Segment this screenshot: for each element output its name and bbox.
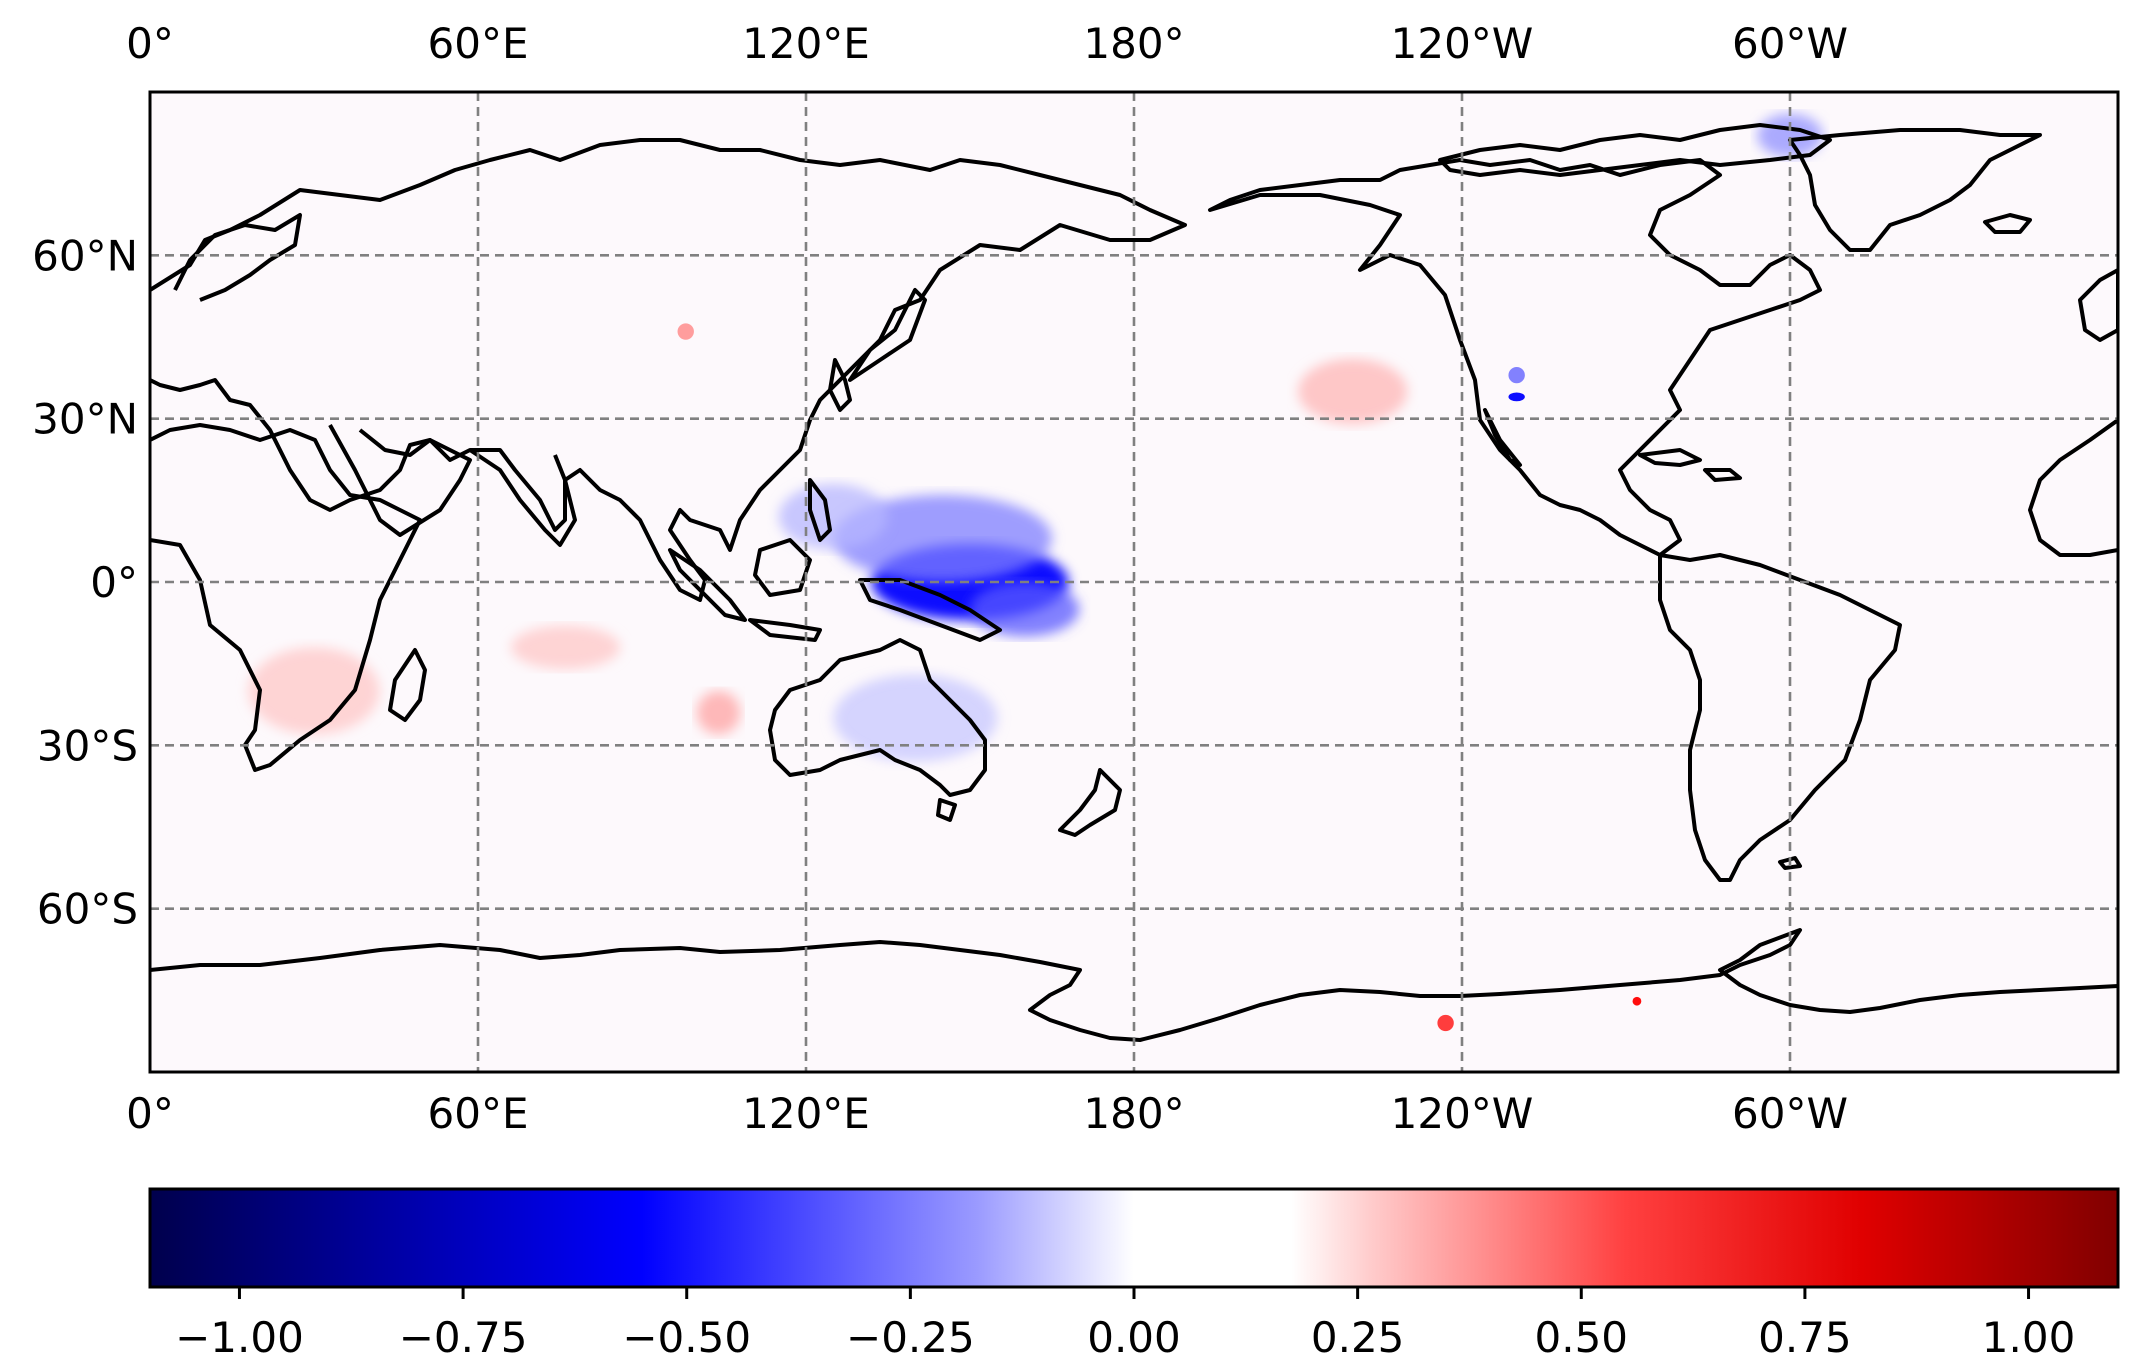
- lon-tick-label-bottom: 60°W: [1732, 1089, 1848, 1138]
- colorbar-tick-label: −0.75: [399, 1313, 528, 1362]
- colorbar-tick-label: −1.00: [175, 1313, 304, 1362]
- coastline-sumatra: [668, 548, 747, 622]
- coastline-baja: [1483, 408, 1522, 467]
- colorbar-tick-label: 1.00: [1982, 1313, 2076, 1362]
- coastline-cuba: [1638, 448, 1702, 467]
- anomaly-patch: [248, 647, 380, 735]
- coastline-south-america: [1658, 553, 1902, 882]
- lon-labels-top: 0° 60°E 120°E 180° 120°W 60°W: [126, 19, 1848, 68]
- map-panel: [148, 90, 2120, 1074]
- anomaly-patch: [969, 582, 1080, 637]
- anomaly-patch: [1437, 1014, 1454, 1032]
- coastline-scandinavia: [173, 213, 302, 302]
- anomaly-patch: [696, 690, 741, 735]
- coastlines: [150, 123, 2118, 1042]
- coastline-africa-west: [2028, 418, 2118, 557]
- lon-tick-label-top: 60°E: [428, 19, 529, 68]
- lon-tick-label-bottom: 60°E: [428, 1089, 529, 1138]
- coastline-eurasia: [150, 138, 1187, 602]
- colorbar: −1.00 −0.75 −0.50 −0.25 0.00 0.25 0.50 0.75 1.00: [148, 1187, 2120, 1362]
- colorbar-tick-label: −0.25: [846, 1313, 975, 1362]
- lon-tick-label-bottom: 120°E: [742, 1089, 870, 1138]
- anomaly-layer: [248, 113, 1823, 1032]
- coastline-europe-west: [2078, 268, 2118, 342]
- coastline-hispaniola: [1703, 468, 1742, 482]
- coastline-philippines: [808, 478, 832, 542]
- anomaly-patch: [1508, 366, 1525, 384]
- coastline-africa: [150, 423, 422, 772]
- colorbar-ticks: −1.00 −0.75 −0.50 −0.25 0.00 0.25 0.50 0.75 1.00: [175, 1287, 2075, 1362]
- anomaly-patch: [778, 484, 888, 550]
- coastline-borneo: [753, 538, 812, 597]
- lon-tick-label-top: 120°W: [1391, 19, 1534, 68]
- anomaly-patch: [833, 674, 998, 762]
- lat-tick-label: 60°N: [32, 231, 138, 280]
- coastline-arabia: [328, 424, 472, 537]
- coastline-korea: [828, 358, 852, 412]
- lon-tick-label-bottom: 0°: [126, 1089, 174, 1138]
- anomaly-patch: [1632, 996, 1642, 1006]
- coastline-japan: [848, 288, 927, 382]
- map-frame: [148, 90, 2120, 1074]
- lon-tick-label-top: 60°W: [1732, 19, 1848, 68]
- colorbar-tick-label: 0.00: [1087, 1313, 1181, 1362]
- coastline-antarctica: [150, 928, 2118, 1042]
- coastline-australia: [768, 638, 987, 797]
- lat-tick-label: 30°N: [32, 395, 138, 444]
- colorbar-gradient: [148, 1187, 2120, 1289]
- lon-tick-label-bottom: 180°: [1083, 1089, 1184, 1138]
- lon-tick-label-top: 120°E: [742, 19, 870, 68]
- colorbar-tick-label: 0.50: [1535, 1313, 1629, 1362]
- lon-tick-label-top: 0°: [126, 19, 174, 68]
- colorbar-tick-label: 0.75: [1758, 1313, 1852, 1362]
- coastline-arctic-islands: [1438, 123, 1832, 177]
- anomaly-patch: [1298, 358, 1408, 425]
- lon-tick-label-top: 180°: [1083, 19, 1184, 68]
- lat-tick-label: 0°: [90, 558, 138, 607]
- colorbar-tick-label: 0.25: [1311, 1313, 1405, 1362]
- coastline-madagascar: [388, 648, 427, 722]
- coastline-new-guinea: [858, 578, 1002, 642]
- lon-labels-bottom: 0° 60°E 120°E 180° 120°W 60°W: [126, 1089, 1848, 1138]
- gridlines: [150, 92, 2118, 1072]
- colorbar-tick-label: −0.50: [622, 1313, 751, 1362]
- lon-tick-label-bottom: 120°W: [1391, 1089, 1534, 1138]
- coastline-tasmania: [936, 798, 957, 822]
- coastline-india: [468, 448, 577, 547]
- anomaly-patch: [1757, 113, 1823, 158]
- lat-tick-label: 30°S: [37, 721, 138, 770]
- lat-labels: 60°N 30°N 0° 30°S 60°S: [32, 231, 138, 933]
- anomaly-patch: [677, 323, 694, 340]
- anomaly-patch: [510, 625, 621, 670]
- anomaly-patch: [833, 494, 1052, 582]
- coastline-new-zealand: [1058, 768, 1122, 837]
- anomaly-patch: [1508, 392, 1525, 402]
- coastline-north-america: [1208, 158, 1822, 557]
- lat-tick-label: 60°S: [37, 885, 138, 934]
- coastline-greenland: [1788, 128, 2042, 252]
- coastline-iceland: [1983, 213, 2032, 234]
- coastline-java: [748, 618, 822, 642]
